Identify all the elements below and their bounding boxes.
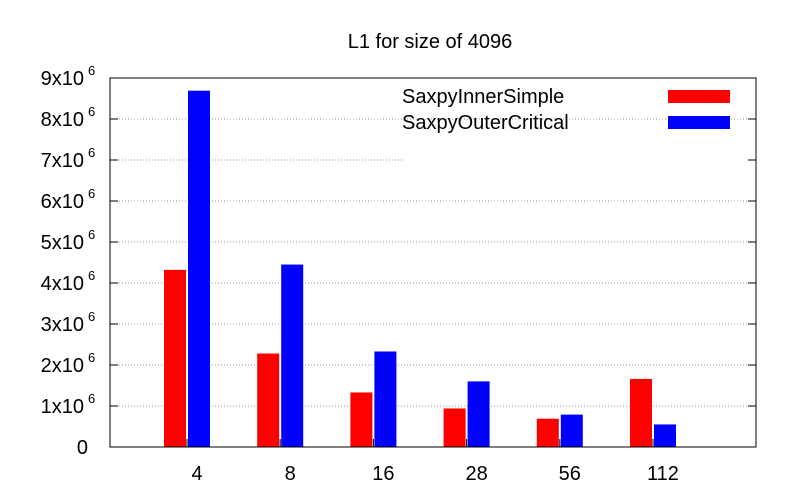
y-tick-label: 8x10 [41, 109, 84, 131]
gridlines [110, 118, 756, 407]
legend-label: SaxpyInnerSimple [402, 86, 564, 108]
legend-label: SaxpyOuterCritical [402, 112, 569, 134]
y-tick-exponent: 6 [88, 104, 95, 119]
bar [257, 353, 280, 447]
y-tick-exponent: 6 [88, 268, 95, 283]
bar [188, 90, 210, 448]
bars [164, 90, 676, 448]
x-axis: 4 8 16 28 56 112 [186, 439, 679, 485]
y-tick-label: 0 [77, 437, 88, 459]
bar [374, 351, 397, 447]
bar [350, 392, 373, 447]
y-tick-label: 5x10 [41, 232, 84, 254]
y-tick-exponent: 6 [88, 309, 95, 324]
bar [536, 418, 559, 447]
legend-swatch [668, 116, 730, 129]
y-tick-label: 6x10 [41, 191, 84, 213]
x-tick-label: 56 [559, 463, 581, 485]
chart-title: L1 for size of 4096 [348, 31, 513, 53]
y-tick-exponent: 6 [88, 145, 95, 160]
x-tick-label: 8 [285, 463, 296, 485]
y-tick-exponent: 6 [88, 63, 95, 78]
bar [630, 378, 652, 447]
y-tick-label: 3x10 [41, 314, 84, 336]
y-tick-exponent: 6 [88, 350, 95, 365]
x-tick-label: 28 [465, 463, 487, 485]
y-tick-exponent: 6 [88, 391, 95, 406]
y-tick-exponent: 6 [88, 227, 95, 242]
x-tick-label: 16 [372, 463, 394, 485]
bar [443, 408, 466, 447]
bar [281, 264, 304, 447]
x-tick-label: 4 [191, 463, 202, 485]
bar [654, 424, 676, 447]
bar [467, 381, 490, 447]
x-tick-label: 112 [647, 463, 679, 485]
y-tick-label: 1x10 [41, 396, 84, 418]
y-tick-label: 9x10 [41, 68, 84, 90]
bar [560, 414, 583, 447]
y-tick-exponent: 6 [88, 186, 95, 201]
bar [164, 269, 186, 447]
plot-frame [109, 77, 757, 448]
y-tick-label: 4x10 [41, 273, 84, 295]
legend-swatch [668, 90, 730, 103]
y-tick-label: 7x10 [41, 150, 84, 172]
y-tick-label: 2x10 [41, 355, 84, 377]
y-axis: 0 1x10 6 2x10 6 3x10 6 4x10 6 5x10 6 6x10 6 7x10 6 8x10… [41, 63, 756, 459]
legend: SaxpyInnerSimple SaxpyOuterCritical [402, 86, 730, 134]
